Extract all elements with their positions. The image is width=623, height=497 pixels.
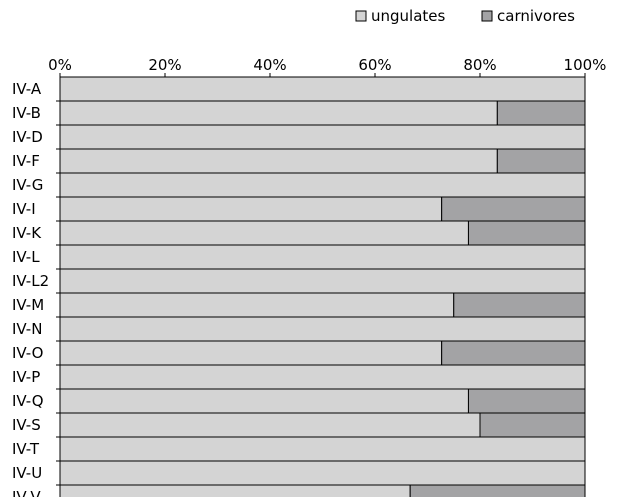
bar-carnivores <box>467 220 586 246</box>
legend-swatch <box>481 10 493 22</box>
y-axis: IV-A IV-B IV-D IV-F IV-G IV-I IV-K IV-L IV-L2 IV-… <box>12 77 61 497</box>
x-tick-label: 40% <box>253 56 286 74</box>
category-label: IV-G <box>12 176 43 194</box>
category-label: IV-T <box>12 440 40 458</box>
bar-ungulates <box>59 412 481 438</box>
bar-ungulates <box>59 124 586 150</box>
category-label: IV-B <box>12 104 41 122</box>
category-label: IV-A <box>12 80 42 98</box>
bar-carnivores <box>479 412 586 438</box>
bar-ungulates <box>59 460 586 486</box>
category-label: IV-L2 <box>12 272 49 290</box>
x-tick-label: 0% <box>48 56 72 74</box>
bar-carnivores <box>441 340 586 366</box>
legend-swatch <box>355 10 367 22</box>
x-axis: 0% 20% 40% 60% 80% 100% <box>48 56 607 78</box>
category-label: IV-Q <box>12 392 44 410</box>
bar-ungulates <box>59 76 586 102</box>
bar-ungulates <box>59 340 443 366</box>
bars <box>59 76 586 497</box>
category-label: IV-L <box>12 248 40 266</box>
category-label: IV-M <box>12 296 44 314</box>
bar-ungulates <box>59 364 586 390</box>
category-label: IV-U <box>12 464 42 482</box>
bar-carnivores <box>453 292 586 318</box>
legend-label: ungulates <box>371 7 446 25</box>
category-label: IV-P <box>12 368 40 386</box>
bar-ungulates <box>59 196 443 222</box>
category-label: IV-S <box>12 416 41 434</box>
bar-ungulates <box>59 316 586 342</box>
bar-ungulates <box>59 268 586 294</box>
bar-ungulates <box>59 484 411 497</box>
bar-carnivores <box>496 148 586 174</box>
legend: ungulates carnivores <box>355 7 575 25</box>
bar-ungulates <box>59 172 586 198</box>
bar-ungulates <box>59 388 469 414</box>
category-label: IV-K <box>12 224 42 242</box>
bar-ungulates <box>59 148 498 174</box>
x-tick-label: 100% <box>564 56 607 74</box>
category-label: IV-N <box>12 320 42 338</box>
bar-ungulates <box>59 100 498 126</box>
x-tick-label: 60% <box>358 56 391 74</box>
bar-ungulates <box>59 220 469 246</box>
bar-carnivores <box>496 100 586 126</box>
bar-carnivores <box>441 196 586 222</box>
category-label: IV-O <box>12 344 43 362</box>
bar-ungulates <box>59 436 586 462</box>
category-label: IV-D <box>12 128 43 146</box>
x-tick-label: 80% <box>463 56 496 74</box>
category-label: IV-I <box>12 200 36 218</box>
category-label: IV-F <box>12 152 40 170</box>
bar-carnivores <box>409 484 586 497</box>
legend-label: carnivores <box>497 7 575 25</box>
bar-carnivores <box>467 388 586 414</box>
x-tick-label: 20% <box>148 56 181 74</box>
bar-ungulates <box>59 292 455 318</box>
category-label: IV-V <box>12 488 41 497</box>
bar-ungulates <box>59 244 586 270</box>
